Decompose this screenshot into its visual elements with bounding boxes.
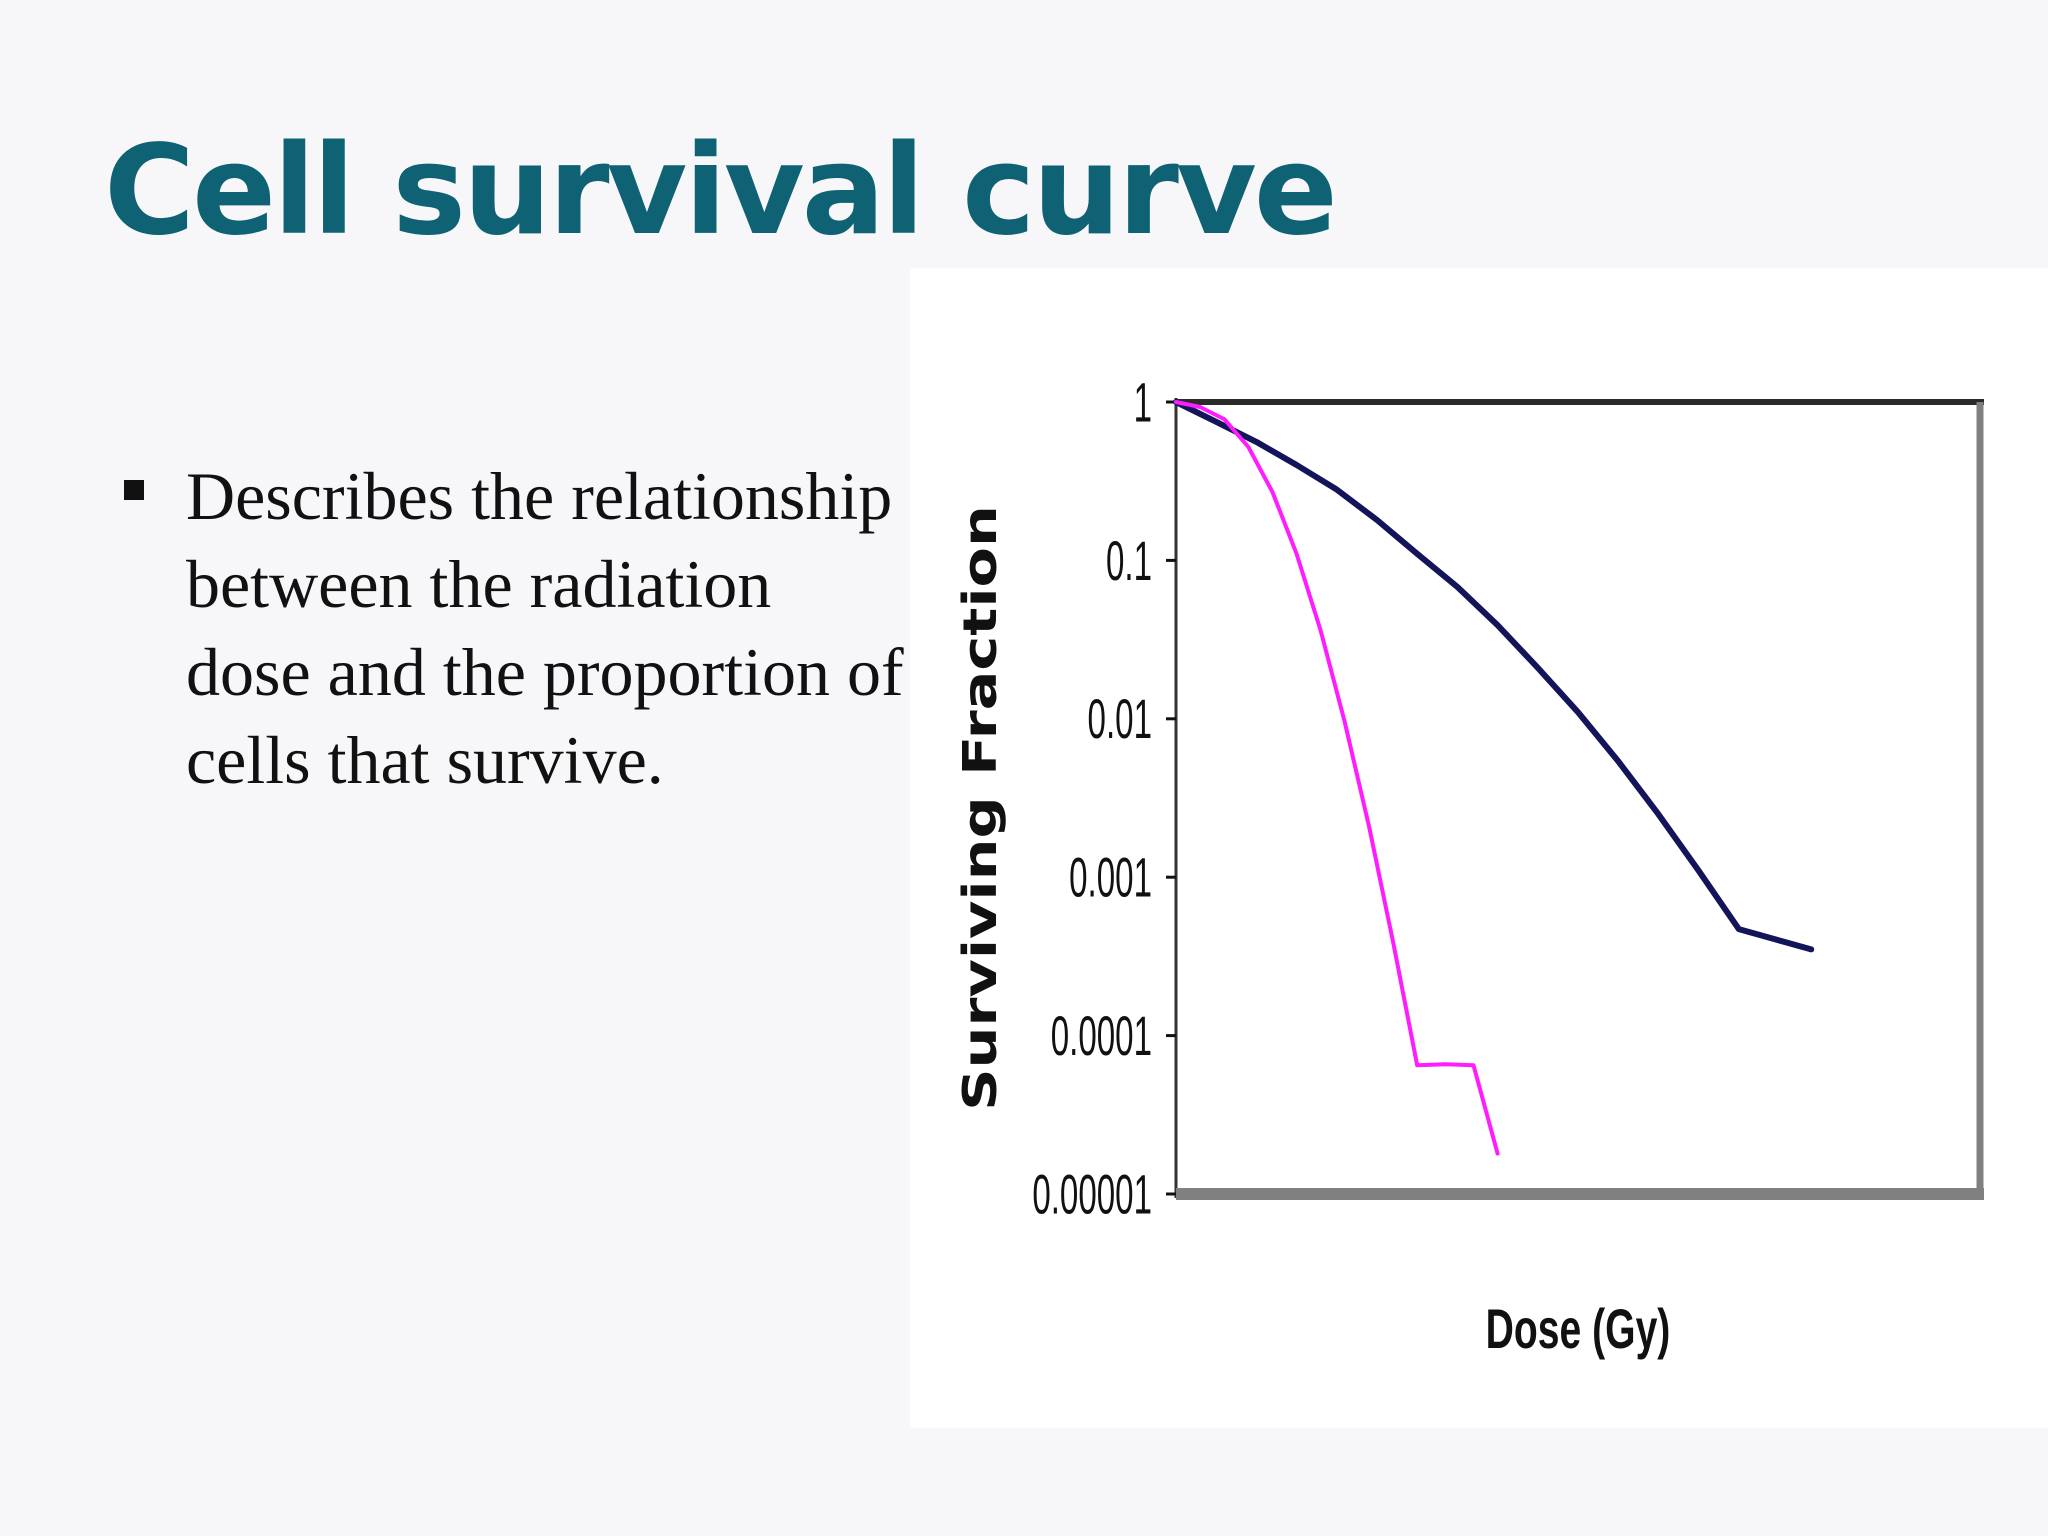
y-tick-label: 0.01 [1088, 688, 1152, 750]
square-bullet-icon [124, 480, 144, 500]
bullet-text: Describes the relationship between the r… [186, 458, 904, 798]
y-tick-label: 1 [1134, 372, 1152, 434]
chart-panel: 1 0.1 0.01 0.001 0.0001 0.00001 Surviving Frac… [910, 268, 2048, 1428]
y-tick-label: 0.1 [1106, 530, 1152, 592]
x-axis-title: Dose (Gy) [1486, 1300, 1671, 1361]
survival-chart: 1 0.1 0.01 0.001 0.0001 0.00001 Surviving Frac… [954, 372, 1984, 1361]
series-line-2 [1174, 400, 1500, 1156]
y-tick-label: 0.001 [1069, 847, 1152, 909]
y-axis-title: Surviving Fraction [954, 505, 1007, 1111]
slide-title: Cell survival curve [104, 119, 1338, 263]
series-line-1 [1173, 399, 1815, 953]
bullet-item: Describes the relationship between the r… [124, 452, 904, 804]
y-tick-label: 0.00001 [1032, 1164, 1152, 1226]
bullet-list: Describes the relationship between the r… [124, 452, 904, 804]
y-tick-label: 0.0001 [1051, 1005, 1152, 1067]
